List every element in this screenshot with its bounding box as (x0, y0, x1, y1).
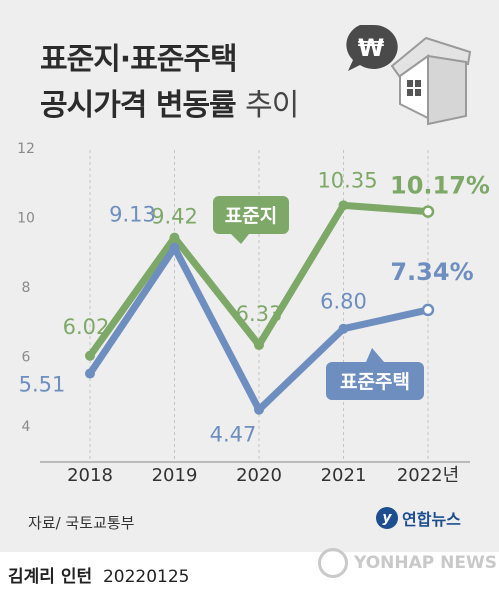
yonhap-logo: y 연합뉴스 (376, 506, 461, 530)
data-label: 5.51 (19, 373, 66, 397)
data-label: 6.02 (63, 315, 110, 339)
x-tick-label: 2021 (321, 465, 367, 486)
data-point (338, 200, 349, 211)
x-tick-label: 2020 (236, 465, 282, 486)
title-line-2-light: 추이 (245, 88, 299, 123)
publisher-name: 연합뉴스 (402, 510, 461, 529)
data-label: 9.13 (109, 203, 156, 227)
data-point (338, 323, 349, 334)
data-point (254, 340, 264, 351)
data-point (421, 303, 435, 317)
line-chart: ₩ 4 6 8 10 12 2018 2019 2020 2021 2022년 6.02 9.42… (17, 24, 490, 486)
legend-callout-tail (231, 234, 249, 244)
title-line-1: 표준지·표준주택 (40, 42, 238, 77)
x-axis: 2018 2019 2020 2021 2022년 (67, 465, 459, 486)
legend-label: 표준지 (225, 205, 277, 227)
x-tick-label: 2022년 (397, 465, 459, 486)
data-point (169, 232, 180, 243)
won-symbol: ₩ (358, 34, 385, 62)
watermark: YONHAP NEWS (318, 548, 497, 578)
y-axis: 4 6 8 10 12 (17, 141, 35, 435)
data-label: 10.35 (317, 168, 377, 192)
series-group: 6.02 9.42 6.33 10.35 10.17% 5.51 9.13 4.47 6.80 7… (19, 168, 490, 446)
data-point (169, 242, 180, 253)
source-note: 자료/ 국토교통부 (28, 514, 135, 532)
y-tick-label: 10 (17, 211, 35, 227)
credit-line: 김계리 인턴 20220125 (8, 562, 189, 587)
y-tick-label: 12 (17, 141, 35, 157)
y-tick-label: 6 (22, 350, 31, 366)
credit-name: 김계리 인턴 (8, 567, 93, 587)
legend-label: 표준주택 (340, 371, 410, 393)
title-line-2: 공시가격 변동률 추이 (40, 80, 299, 124)
house-side-icon (427, 54, 467, 126)
y-tick-label: 4 (22, 419, 31, 435)
x-tick-label: 2019 (152, 465, 198, 486)
yonhap-logo-icon: y (376, 507, 398, 529)
data-label: 9.42 (151, 205, 198, 229)
data-label: 10.17% (390, 172, 490, 200)
x-tick-label: 2018 (67, 465, 113, 486)
legend-callout (326, 362, 424, 400)
credit-date: 20220125 (102, 567, 190, 587)
data-label: 6.33 (236, 302, 283, 326)
y-tick-label: 8 (22, 280, 31, 296)
data-point (421, 205, 435, 218)
data-label: 6.80 (320, 290, 367, 314)
data-label: 4.47 (210, 423, 257, 447)
data-point (85, 350, 95, 361)
title-line-2-bold: 공시가격 변동률 (40, 88, 237, 123)
data-label: 7.34% (390, 258, 473, 286)
watermark-text: YONHAP NEWS (354, 553, 497, 573)
data-point (254, 404, 264, 415)
house-with-won-bubble-icon: ₩ (346, 24, 472, 126)
legend-callout (213, 196, 289, 234)
watermark-logo-icon (318, 548, 348, 578)
data-point (85, 368, 95, 379)
legend-callout-tail (366, 348, 384, 362)
won-bubble-icon (346, 24, 398, 72)
